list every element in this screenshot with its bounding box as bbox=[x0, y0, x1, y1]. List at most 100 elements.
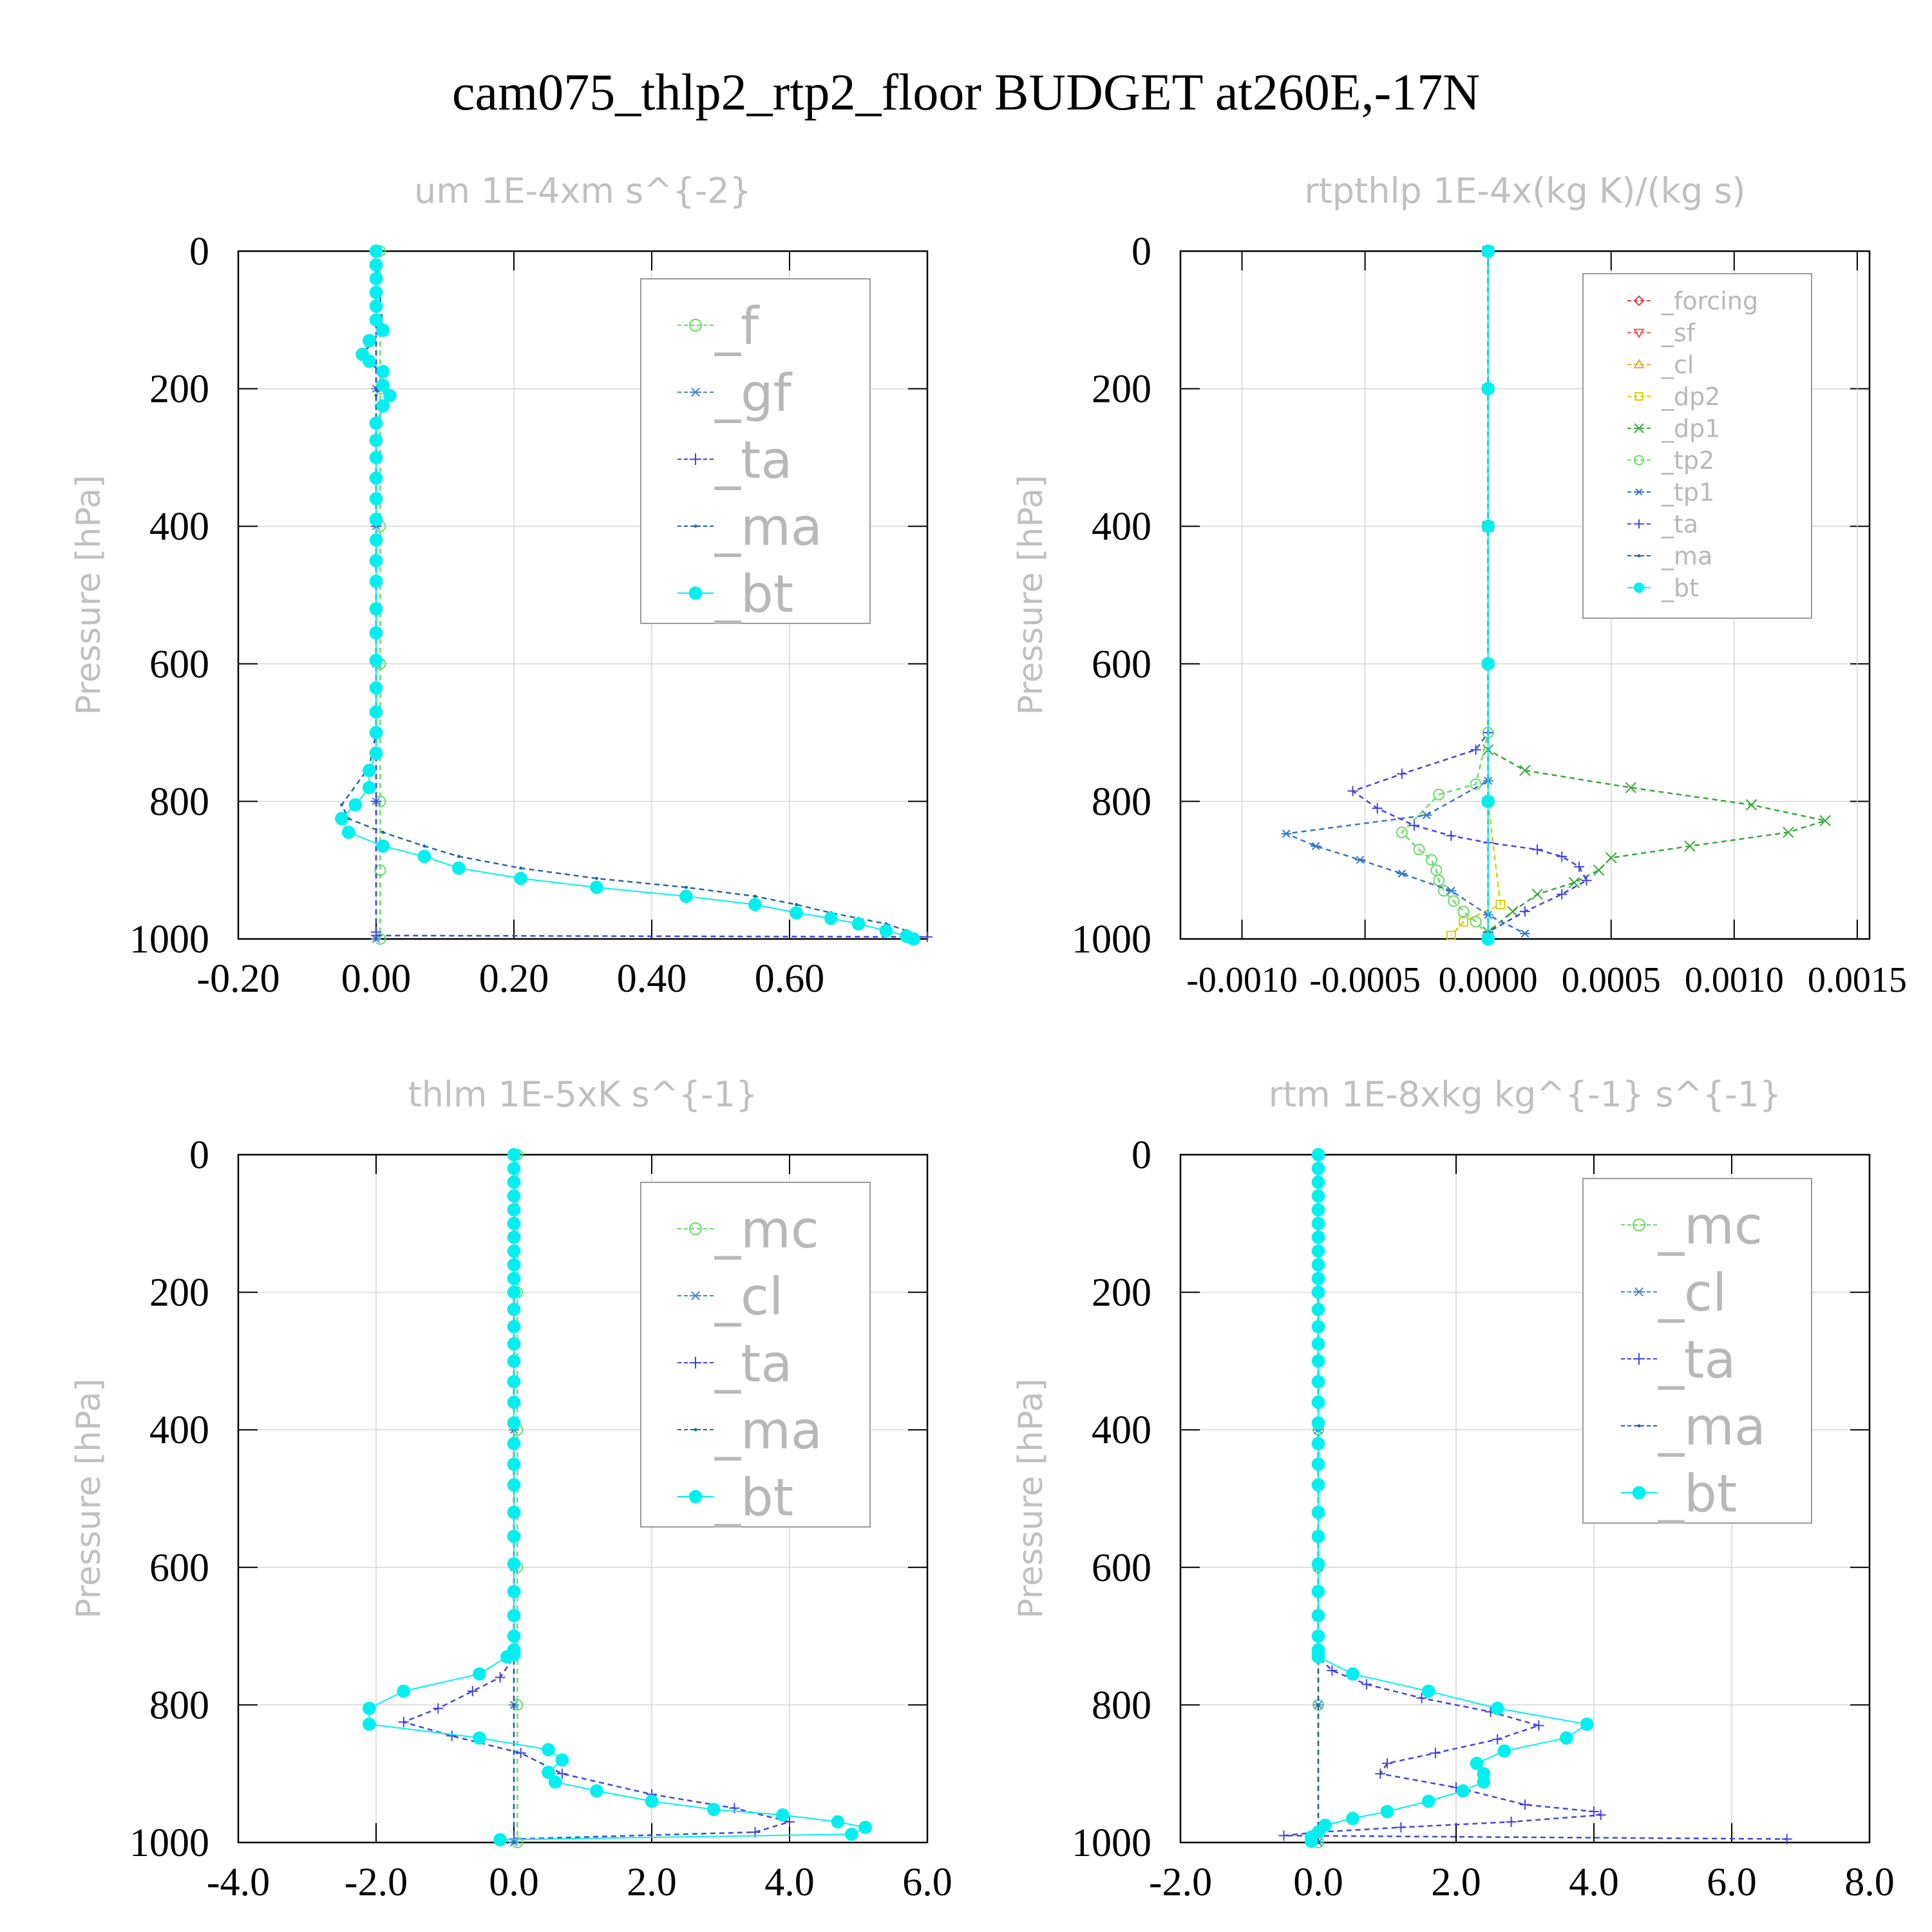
legend-marker bbox=[688, 586, 703, 600]
data-point bbox=[495, 1672, 506, 1683]
legend-label: _gf bbox=[714, 363, 793, 423]
data-point bbox=[548, 1775, 562, 1789]
data-point bbox=[507, 1189, 521, 1203]
legend-marker bbox=[690, 1357, 701, 1368]
data-point bbox=[858, 1821, 873, 1834]
data-point bbox=[824, 911, 838, 925]
data-point bbox=[369, 654, 383, 667]
panel-title: thlm 1E-5xK s^{-1} bbox=[408, 1074, 758, 1115]
data-point bbox=[348, 798, 363, 812]
x-tick-label: 0.0015 bbox=[1808, 960, 1907, 1000]
legend-box bbox=[1582, 1178, 1812, 1524]
data-point bbox=[519, 866, 523, 870]
data-point bbox=[1413, 844, 1425, 856]
data-point bbox=[493, 1833, 507, 1847]
legend-marker bbox=[1633, 582, 1645, 593]
data-point bbox=[1421, 1684, 1435, 1698]
x-tick-label: -0.0005 bbox=[1309, 960, 1421, 1000]
plot-frame bbox=[237, 250, 929, 940]
data-point bbox=[369, 471, 383, 485]
legend-marker bbox=[1634, 519, 1643, 529]
data-point bbox=[515, 1748, 526, 1759]
y-tick-label: 0 bbox=[189, 230, 209, 274]
legend: _mc _cl _ta _ma _bt bbox=[640, 1182, 871, 1528]
legend: _mc _cl _ta _ma _bt bbox=[1582, 1178, 1812, 1524]
data-point bbox=[369, 533, 383, 547]
data-point bbox=[1497, 1744, 1511, 1758]
data-point bbox=[1346, 1667, 1359, 1681]
data-point bbox=[1354, 855, 1365, 864]
legend-label: _ta bbox=[714, 1334, 792, 1394]
legend-marker bbox=[1634, 423, 1644, 433]
data-point bbox=[369, 554, 383, 567]
data-point bbox=[1347, 786, 1358, 797]
legend-label: _ta bbox=[1661, 510, 1698, 538]
data-point bbox=[362, 1717, 376, 1731]
y-tick-label: 1000 bbox=[129, 918, 209, 961]
data-point bbox=[1311, 1175, 1325, 1189]
data-point bbox=[507, 1629, 521, 1643]
legend-label: _bt bbox=[714, 564, 793, 624]
y-axis-label: Pressure [hPa] bbox=[70, 1379, 108, 1619]
y-tick-label: 200 bbox=[1092, 1271, 1151, 1315]
legend-label: _cl bbox=[1661, 351, 1694, 379]
panel-4: rtm 1E-8xkg kg^{-1} s^{-1} Pressure [hPa]… bbox=[1012, 1074, 1895, 1904]
data-point bbox=[851, 917, 866, 931]
y-tick-label: 200 bbox=[149, 368, 209, 412]
data-point bbox=[1557, 851, 1567, 862]
x-tick-label: 4.0 bbox=[1569, 1861, 1619, 1904]
series-line bbox=[1283, 251, 1526, 934]
data-point bbox=[1533, 1720, 1544, 1731]
data-point bbox=[1781, 1833, 1792, 1844]
data-point bbox=[398, 1717, 409, 1728]
series-line bbox=[401, 1155, 793, 1840]
legend-marker bbox=[1632, 1486, 1646, 1500]
data-point bbox=[1311, 1271, 1325, 1285]
data-point bbox=[369, 244, 383, 258]
data-point bbox=[1446, 931, 1456, 941]
data-point bbox=[1457, 905, 1470, 918]
data-point bbox=[1446, 830, 1457, 841]
data-point bbox=[362, 763, 376, 777]
data-point bbox=[374, 864, 386, 876]
series-bt bbox=[362, 1148, 873, 1847]
data-point bbox=[507, 1478, 521, 1492]
data-point bbox=[1311, 1584, 1325, 1598]
data-point bbox=[1311, 1285, 1325, 1299]
data-point bbox=[335, 811, 348, 826]
data-point bbox=[1311, 1217, 1325, 1231]
data-point bbox=[1557, 889, 1567, 900]
legend-label: _mc bbox=[1658, 1196, 1763, 1256]
y-tick-label: 200 bbox=[1092, 368, 1151, 412]
data-point bbox=[645, 1794, 659, 1808]
data-point bbox=[1495, 900, 1506, 909]
data-point bbox=[507, 1457, 521, 1471]
data-point bbox=[507, 1258, 521, 1272]
data-point bbox=[371, 796, 381, 807]
legend-marker bbox=[1634, 488, 1643, 496]
legend: _f _gf _ta _ma _bt bbox=[640, 278, 871, 624]
data-point bbox=[590, 880, 603, 895]
data-point bbox=[369, 258, 383, 272]
legend-marker bbox=[1634, 455, 1644, 466]
data-point bbox=[542, 1765, 555, 1779]
data-point bbox=[1430, 1748, 1441, 1759]
data-point bbox=[507, 1396, 521, 1409]
data-point bbox=[1425, 854, 1437, 866]
legend-label: _cl bbox=[1658, 1263, 1727, 1323]
data-point bbox=[362, 354, 376, 368]
data-point bbox=[907, 932, 920, 946]
data-point bbox=[507, 1416, 521, 1430]
data-point bbox=[369, 433, 383, 448]
data-point bbox=[1745, 799, 1757, 811]
data-point bbox=[1311, 842, 1321, 851]
data-point bbox=[1470, 744, 1481, 755]
data-point bbox=[1481, 244, 1495, 258]
data-point bbox=[1311, 1437, 1325, 1450]
data-point bbox=[1311, 1530, 1325, 1544]
data-point bbox=[1311, 1354, 1325, 1368]
legend-marker bbox=[690, 453, 701, 465]
data-point bbox=[507, 1230, 521, 1244]
data-point bbox=[1581, 875, 1592, 886]
y-axis-label: Pressure [hPa] bbox=[70, 475, 108, 715]
